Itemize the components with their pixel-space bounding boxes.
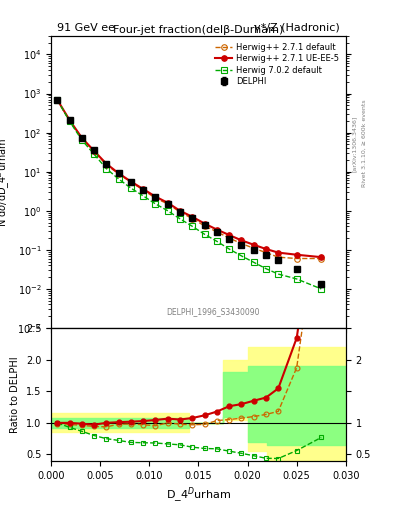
Herwig 7.0.2 default	[165, 208, 170, 214]
Herwig++ 2.7.1 default	[104, 162, 109, 168]
Herwig++ 2.7.1 UE-EE-5	[55, 97, 60, 103]
Herwig 7.0.2 default	[252, 259, 256, 265]
Herwig++ 2.7.1 UE-EE-5	[276, 249, 281, 255]
Herwig 7.0.2 default	[178, 216, 182, 222]
Herwig++ 2.7.1 default	[55, 97, 60, 103]
Herwig++ 2.7.1 default	[190, 216, 195, 222]
Herwig 7.0.2 default	[153, 201, 158, 207]
Herwig++ 2.7.1 default	[165, 201, 170, 207]
Herwig++ 2.7.1 default	[264, 249, 268, 255]
Herwig++ 2.7.1 UE-EE-5	[239, 237, 244, 243]
Herwig++ 2.7.1 default	[202, 223, 207, 229]
Y-axis label: N d$\sigma$/dD_4$^D$urham: N d$\sigma$/dD_4$^D$urham	[0, 137, 12, 227]
Herwig 7.0.2 default	[67, 118, 72, 124]
Herwig++ 2.7.1 default	[239, 241, 244, 247]
Line: Herwig++ 2.7.1 UE-EE-5: Herwig++ 2.7.1 UE-EE-5	[55, 97, 324, 260]
Herwig++ 2.7.1 default	[153, 195, 158, 201]
Herwig++ 2.7.1 UE-EE-5	[92, 148, 96, 154]
Text: Rivet 3.1.10, ≥ 600k events: Rivet 3.1.10, ≥ 600k events	[362, 99, 367, 187]
Herwig++ 2.7.1 default	[67, 117, 72, 123]
Herwig++ 2.7.1 default	[116, 171, 121, 177]
Herwig 7.0.2 default	[79, 137, 84, 143]
Herwig 7.0.2 default	[294, 276, 299, 282]
Herwig++ 2.7.1 UE-EE-5	[252, 242, 256, 248]
Text: γ*/Z (Hadronic): γ*/Z (Hadronic)	[254, 23, 340, 33]
Herwig++ 2.7.1 UE-EE-5	[202, 221, 207, 227]
Herwig++ 2.7.1 UE-EE-5	[227, 232, 231, 238]
Herwig++ 2.7.1 default	[319, 255, 324, 262]
Herwig++ 2.7.1 default	[92, 148, 96, 155]
Herwig++ 2.7.1 UE-EE-5	[178, 208, 182, 214]
Text: [arXiv:1306.3436]: [arXiv:1306.3436]	[352, 115, 357, 172]
Herwig 7.0.2 default	[202, 231, 207, 238]
Herwig 7.0.2 default	[239, 253, 244, 259]
Herwig++ 2.7.1 default	[129, 179, 133, 185]
Herwig++ 2.7.1 UE-EE-5	[129, 179, 133, 185]
Herwig++ 2.7.1 default	[79, 135, 84, 141]
Title: Four-jet fraction(delβ-Durham): Four-jet fraction(delβ-Durham)	[113, 25, 284, 35]
Herwig++ 2.7.1 UE-EE-5	[104, 161, 109, 167]
Line: Herwig 7.0.2 default: Herwig 7.0.2 default	[55, 97, 324, 292]
Herwig++ 2.7.1 UE-EE-5	[294, 252, 299, 258]
Herwig 7.0.2 default	[276, 271, 281, 277]
Y-axis label: Ratio to DELPHI: Ratio to DELPHI	[10, 356, 20, 433]
X-axis label: D_4$^D$urham: D_4$^D$urham	[166, 486, 231, 505]
Herwig++ 2.7.1 UE-EE-5	[79, 135, 84, 141]
Herwig 7.0.2 default	[215, 238, 219, 244]
Legend: Herwig++ 2.7.1 default, Herwig++ 2.7.1 UE-EE-5, Herwig 7.0.2 default, DELPHI: Herwig++ 2.7.1 default, Herwig++ 2.7.1 U…	[213, 40, 342, 89]
Herwig++ 2.7.1 default	[276, 254, 281, 260]
Herwig 7.0.2 default	[319, 286, 324, 292]
Herwig++ 2.7.1 UE-EE-5	[215, 226, 219, 232]
Herwig++ 2.7.1 UE-EE-5	[190, 214, 195, 220]
Herwig 7.0.2 default	[104, 165, 109, 172]
Herwig++ 2.7.1 default	[141, 187, 145, 193]
Herwig++ 2.7.1 UE-EE-5	[141, 186, 145, 192]
Herwig 7.0.2 default	[116, 176, 121, 182]
Text: DELPHI_1996_S3430090: DELPHI_1996_S3430090	[167, 307, 260, 316]
Herwig 7.0.2 default	[264, 266, 268, 272]
Herwig 7.0.2 default	[190, 223, 195, 229]
Herwig++ 2.7.1 default	[215, 229, 219, 235]
Herwig++ 2.7.1 UE-EE-5	[165, 200, 170, 206]
Herwig 7.0.2 default	[141, 193, 145, 199]
Herwig++ 2.7.1 UE-EE-5	[264, 246, 268, 252]
Herwig 7.0.2 default	[129, 185, 133, 191]
Text: 91 GeV ee: 91 GeV ee	[57, 23, 115, 33]
Herwig++ 2.7.1 default	[252, 245, 256, 251]
Line: Herwig++ 2.7.1 default: Herwig++ 2.7.1 default	[55, 97, 324, 261]
Herwig++ 2.7.1 UE-EE-5	[116, 170, 121, 176]
Herwig 7.0.2 default	[55, 97, 60, 103]
Herwig++ 2.7.1 default	[227, 235, 231, 241]
Herwig++ 2.7.1 UE-EE-5	[319, 254, 324, 260]
Herwig++ 2.7.1 UE-EE-5	[67, 117, 72, 123]
Herwig 7.0.2 default	[92, 151, 96, 157]
Herwig++ 2.7.1 default	[294, 255, 299, 262]
Herwig 7.0.2 default	[227, 246, 231, 252]
Herwig++ 2.7.1 default	[178, 209, 182, 215]
Herwig++ 2.7.1 UE-EE-5	[153, 194, 158, 200]
